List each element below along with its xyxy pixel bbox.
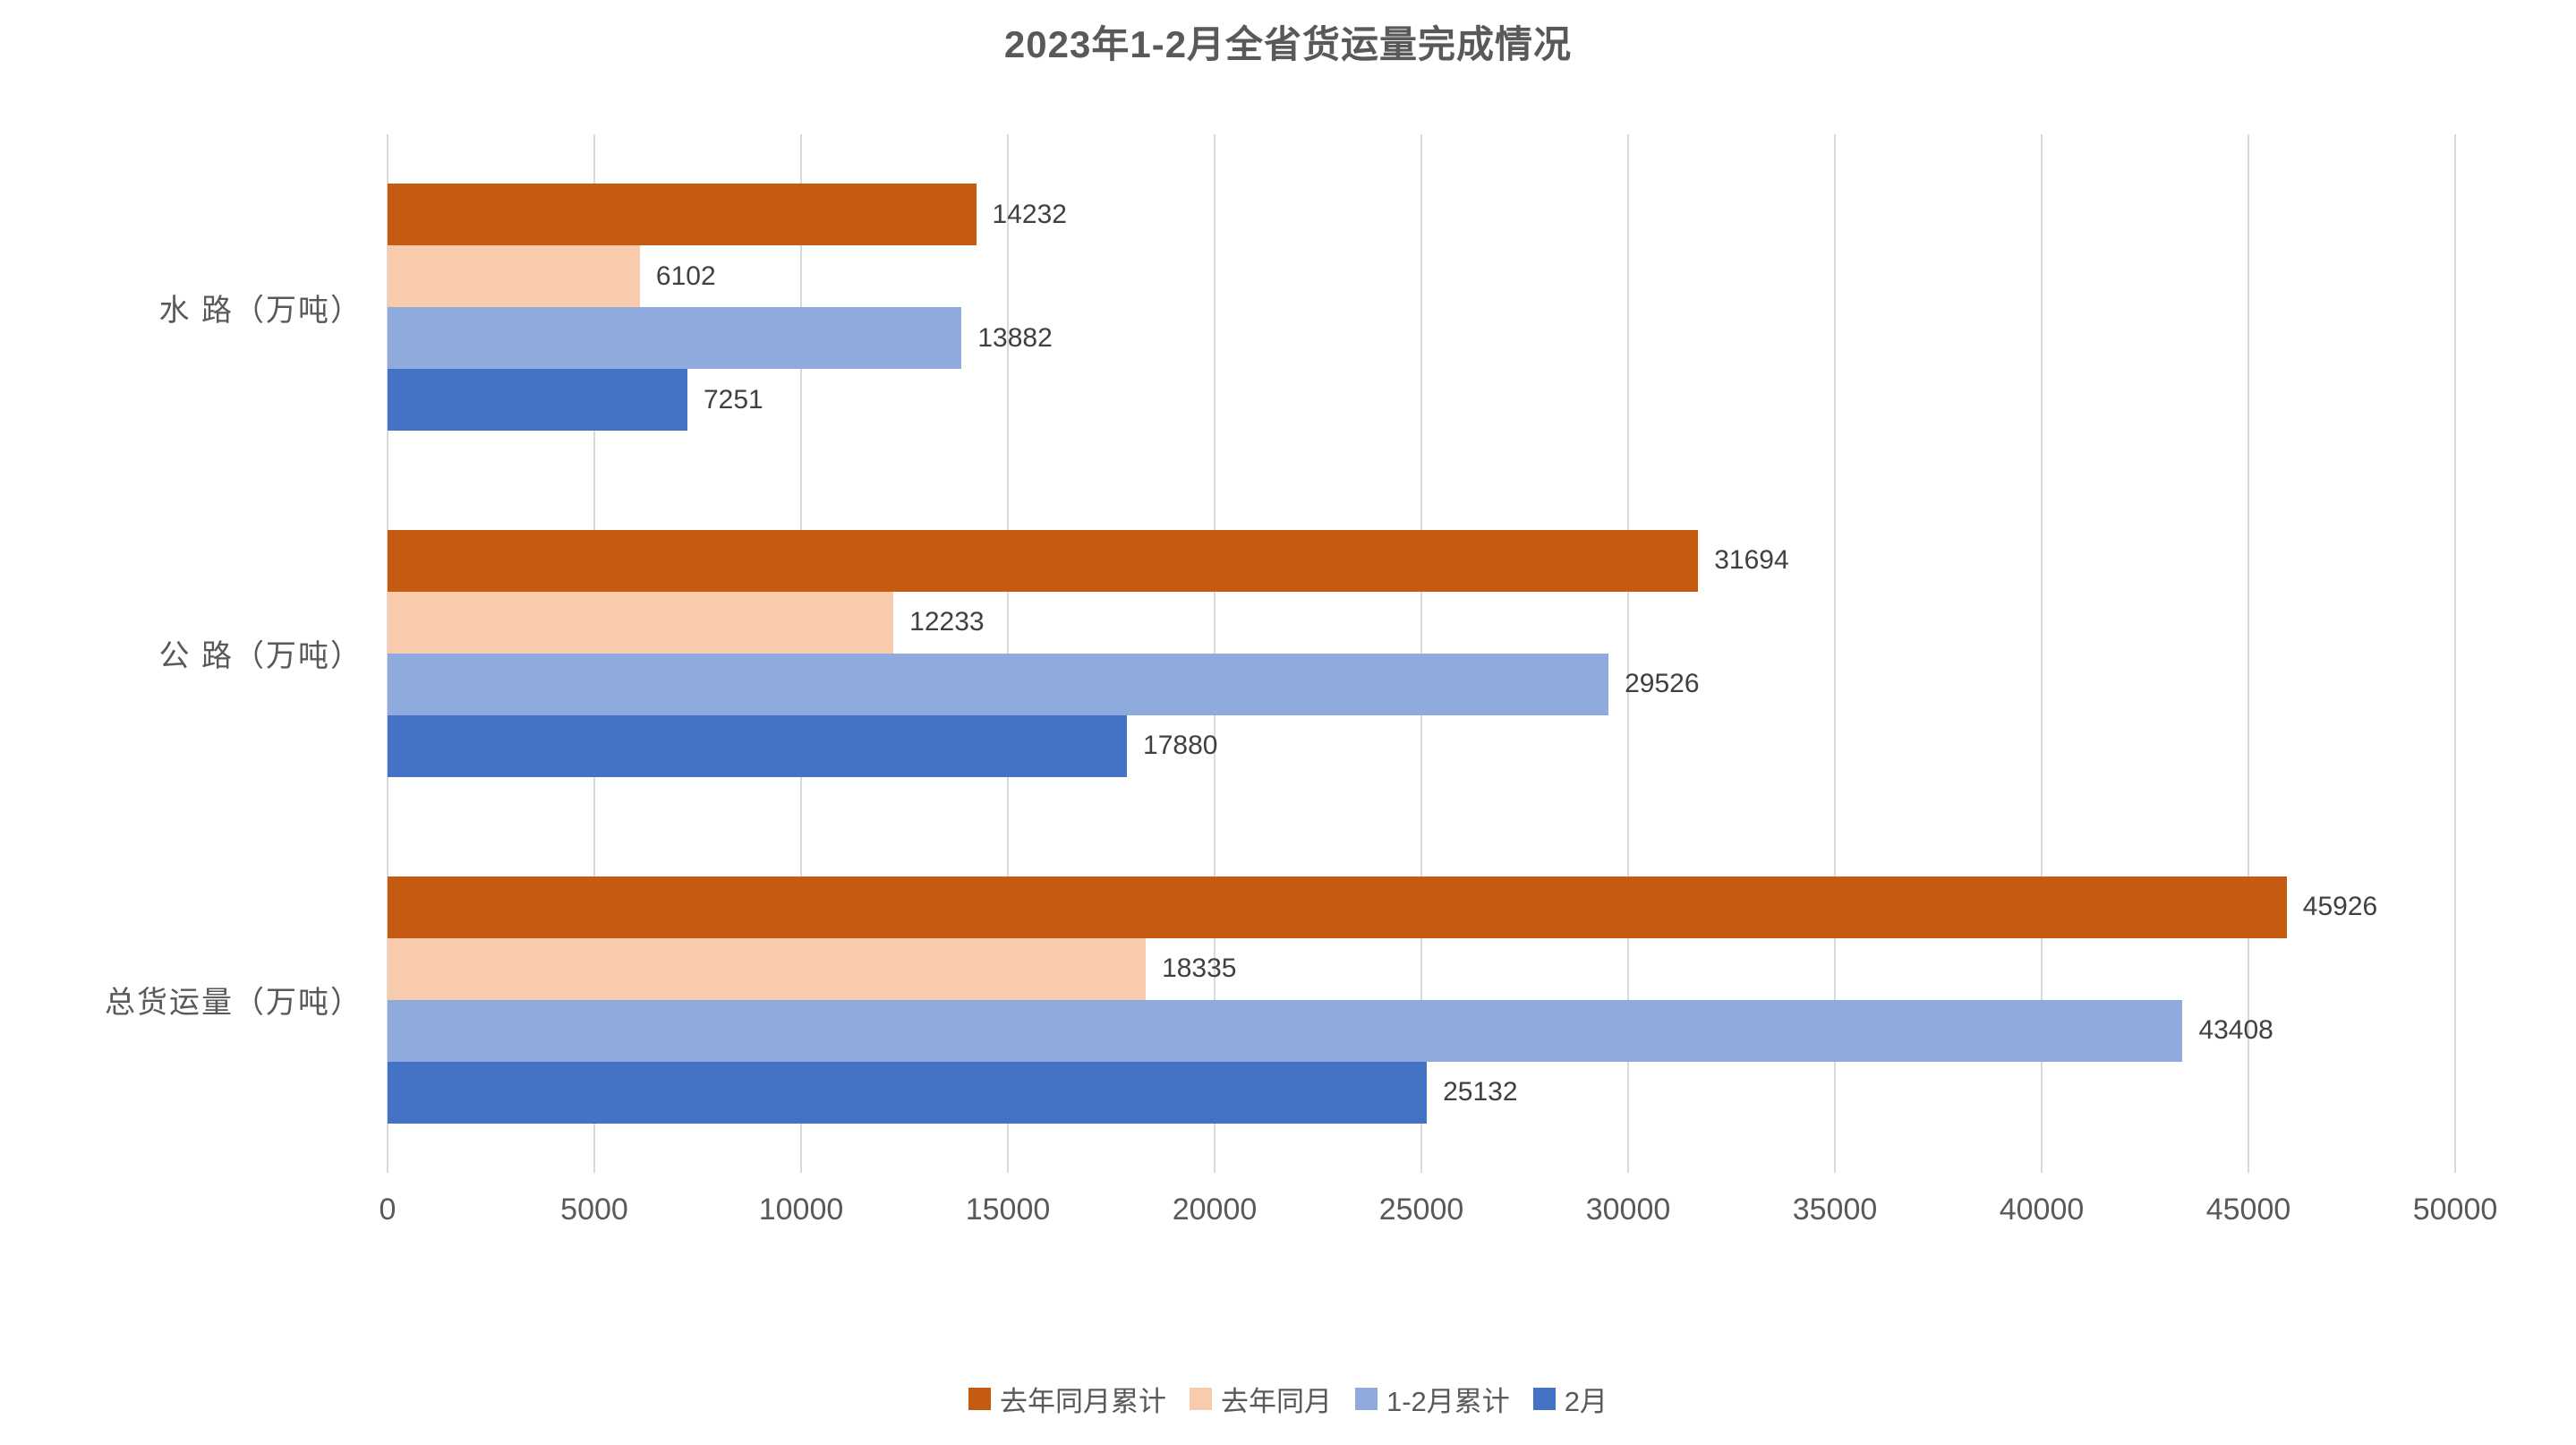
legend-swatch-icon	[1532, 1388, 1556, 1410]
bar-1-2月累计-1	[388, 653, 1609, 715]
bar-row: 12233	[388, 591, 2455, 654]
bar-2月-2	[388, 1061, 1428, 1124]
bar-row: 43408	[388, 999, 2455, 1062]
bar-group-1: 31694 12233 29526 17880	[388, 481, 2455, 827]
gridline-40000	[2041, 134, 2043, 1173]
bar-去年同月-1	[388, 591, 894, 654]
x-tick-label-35000: 35000	[1792, 1193, 1878, 1227]
bar-去年同月累计-2	[388, 876, 2287, 938]
legend-item-去年同月: 去年同月	[1189, 1379, 1332, 1419]
bar-value-label: 7251	[703, 384, 763, 415]
bar-去年同月-0	[388, 245, 640, 308]
legend-swatch-icon	[1354, 1388, 1378, 1410]
bar-value-label: 17880	[1143, 731, 1218, 761]
bar-row: 14232	[388, 184, 2455, 246]
bar-value-label: 29526	[1625, 669, 1700, 699]
chart-title: 2023年1-2月全省货运量完成情况	[1003, 23, 1573, 65]
gridline-45000	[2248, 134, 2249, 1173]
legend-label: 去年同月累计	[999, 1386, 1166, 1417]
bar-row: 31694	[388, 529, 2455, 592]
bar-value-label: 25132	[1443, 1077, 1518, 1107]
x-tick-label-5000: 5000	[560, 1193, 628, 1227]
value-axis: 0 5000 10000 15000 20000 25000 30000 35000 40000…	[380, 1193, 2498, 1237]
legend-label: 1-2月累计	[1386, 1386, 1510, 1417]
legend-swatch-icon	[968, 1388, 991, 1410]
bar-row: 25132	[388, 1061, 2455, 1124]
bar-row: 7251	[388, 369, 2455, 432]
bar-row: 6102	[388, 245, 2455, 308]
x-tick-label-45000: 45000	[2205, 1193, 2291, 1227]
legend-label: 2月	[1564, 1386, 1608, 1417]
bar-1-2月累计-2	[388, 999, 2183, 1062]
bar-2月-1	[388, 714, 1128, 777]
category-label-2: 总货运量（万吨）	[105, 986, 363, 1021]
bar-groups-layer: 14232 6102 13882 7251 31694 12233 29526 17880 45…	[388, 134, 2455, 1173]
bar-去年同月-2	[388, 937, 1147, 1000]
legend-item-去年同月累计: 去年同月累计	[968, 1379, 1166, 1419]
gridline-30000	[1627, 134, 1629, 1173]
gridline-50000	[2454, 134, 2456, 1173]
bar-row: 13882	[388, 307, 2455, 370]
bar-2月-0	[388, 369, 687, 432]
bar-value-label: 14232	[992, 199, 1067, 229]
bar-value-label: 12233	[909, 607, 985, 637]
legend-label: 去年同月	[1220, 1386, 1332, 1417]
bar-group-2: 45926 18335 43408 25132	[388, 826, 2455, 1173]
legend-item-1-2月累计: 1-2月累计	[1354, 1379, 1510, 1419]
bar-去年同月累计-0	[388, 184, 977, 246]
bar-group-0: 14232 6102 13882 7251	[388, 134, 2455, 481]
bar-value-label: 43408	[2198, 1015, 2273, 1046]
legend-swatch-icon	[1189, 1388, 1212, 1410]
category-axis: 水 路（万吨） 公 路（万吨） 总货运量（万吨）	[0, 134, 363, 1173]
x-tick-label-30000: 30000	[1585, 1193, 1671, 1227]
category-label-1: 公 路（万吨）	[158, 639, 363, 674]
bar-value-label: 6102	[655, 261, 716, 291]
legend: 去年同月累计 去年同月 1-2月累计 2月	[0, 1379, 2576, 1419]
x-tick-label-25000: 25000	[1378, 1193, 1464, 1227]
bar-row: 18335	[388, 937, 2455, 1000]
bar-value-label: 18335	[1162, 953, 1237, 984]
legend-item-2月: 2月	[1532, 1379, 1608, 1419]
bar-去年同月累计-1	[388, 529, 1699, 592]
x-tick-label-50000: 50000	[2412, 1193, 2498, 1227]
bar-value-label: 45926	[2302, 892, 2378, 922]
x-tick-label-0: 0	[379, 1193, 397, 1227]
plot-area: 14232 6102 13882 7251 31694 12233 29526 17880 45…	[387, 134, 2456, 1173]
bar-row: 17880	[388, 714, 2455, 777]
x-tick-label-40000: 40000	[1999, 1193, 2085, 1227]
x-tick-label-20000: 20000	[1172, 1193, 1258, 1227]
x-tick-label-15000: 15000	[965, 1193, 1051, 1227]
bar-value-label: 13882	[977, 322, 1053, 353]
category-label-0: 水 路（万吨）	[158, 293, 363, 328]
gridline-35000	[1834, 134, 1836, 1173]
bar-row: 45926	[388, 876, 2455, 938]
bar-value-label: 31694	[1714, 545, 1789, 576]
bar-row: 29526	[388, 653, 2455, 715]
x-tick-label-10000: 10000	[758, 1193, 844, 1227]
bar-1-2月累计-0	[388, 307, 962, 370]
